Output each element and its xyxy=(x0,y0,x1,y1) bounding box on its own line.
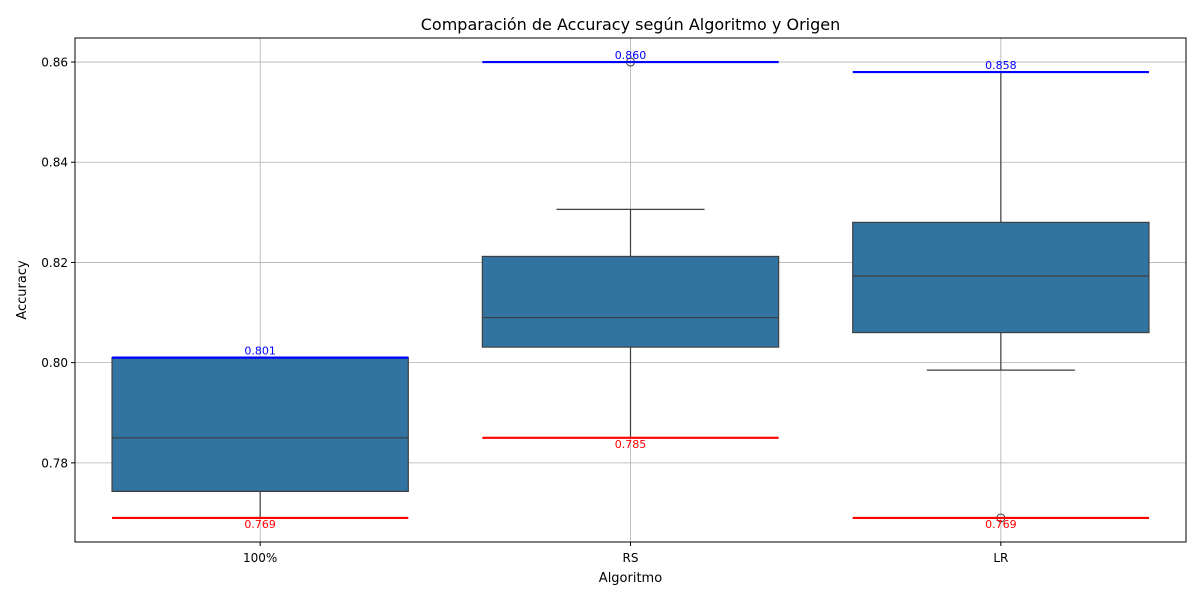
max-marker-label: 0.858 xyxy=(985,59,1017,72)
min-marker-label: 0.769 xyxy=(985,518,1017,531)
min-marker-label: 0.769 xyxy=(244,518,276,531)
max-marker-label: 0.801 xyxy=(244,345,276,358)
chart-title: Comparación de Accuracy según Algoritmo … xyxy=(421,15,840,34)
y-tick-label: 0.82 xyxy=(41,256,68,270)
max-marker-label: 0.860 xyxy=(615,49,647,62)
iqr-box xyxy=(852,221,1150,334)
y-tick-label: 0.80 xyxy=(41,356,68,370)
box-100% xyxy=(111,357,409,519)
box-series xyxy=(111,57,1150,523)
y-tick-label: 0.84 xyxy=(41,156,68,170)
iqr-box xyxy=(111,357,409,492)
y-axis: 0.78 0.80 0.82 0.84 0.86 xyxy=(41,56,75,470)
x-tick-label: RS xyxy=(623,551,639,565)
y-tick-label: 0.78 xyxy=(41,456,68,470)
y-tick-label: 0.86 xyxy=(41,56,68,70)
y-axis-label: Accuracy xyxy=(15,260,30,320)
x-tick-label: LR xyxy=(993,551,1008,565)
min-marker-label: 0.785 xyxy=(615,438,647,451)
x-axis: 100% RS LR xyxy=(243,542,1008,565)
box-LR xyxy=(852,71,1150,523)
box-RS xyxy=(481,57,780,439)
x-axis-label: Algoritmo xyxy=(599,571,662,586)
iqr-box xyxy=(481,255,780,348)
marker-lines: 0.801 0.860 0.858 0.769 0.785 0.769 xyxy=(112,49,1149,531)
x-tick-label: 100% xyxy=(243,551,277,565)
